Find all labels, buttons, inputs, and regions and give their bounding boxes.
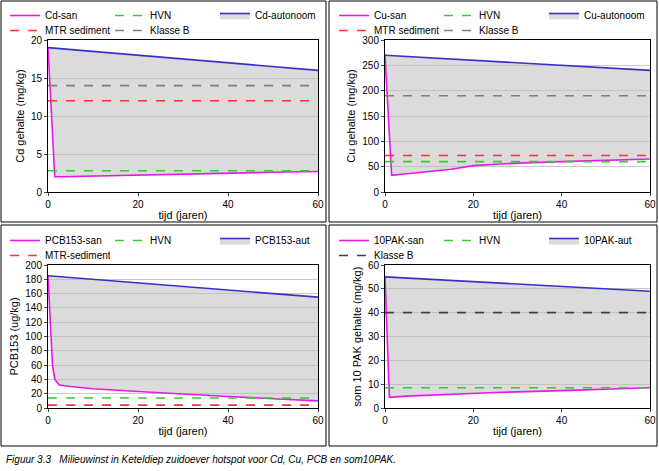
svg-text:20: 20 xyxy=(132,199,144,210)
svg-text:80: 80 xyxy=(31,345,43,356)
svg-text:60: 60 xyxy=(644,415,656,426)
svg-text:200: 200 xyxy=(362,85,379,96)
svg-text:40: 40 xyxy=(222,415,234,426)
svg-text:150: 150 xyxy=(362,111,379,122)
svg-text:40: 40 xyxy=(556,415,568,426)
svg-text:0: 0 xyxy=(382,199,388,210)
svg-text:0: 0 xyxy=(382,415,388,426)
svg-text:60: 60 xyxy=(31,360,43,371)
svg-text:Klasse B: Klasse B xyxy=(150,25,190,36)
svg-text:Klasse B: Klasse B xyxy=(479,25,519,36)
svg-text:HVN: HVN xyxy=(479,10,500,21)
svg-text:40: 40 xyxy=(556,199,568,210)
svg-text:20: 20 xyxy=(468,415,480,426)
svg-text:20: 20 xyxy=(368,355,380,366)
svg-text:120: 120 xyxy=(25,317,42,328)
svg-text:Cu-san: Cu-san xyxy=(374,10,406,21)
svg-text:20: 20 xyxy=(31,35,43,46)
svg-text:10PAK-san: 10PAK-san xyxy=(374,235,424,246)
svg-text:MTR sediment: MTR sediment xyxy=(374,25,439,36)
svg-text:250: 250 xyxy=(362,60,379,71)
svg-text:Cu gehalte (mg/kg): Cu gehalte (mg/kg) xyxy=(345,69,357,163)
svg-text:Cd-autonoom: Cd-autonoom xyxy=(255,10,316,21)
svg-text:60: 60 xyxy=(312,199,324,210)
svg-text:60: 60 xyxy=(644,199,656,210)
svg-text:10PAK-aut: 10PAK-aut xyxy=(584,235,632,246)
svg-text:50: 50 xyxy=(368,161,380,172)
svg-text:10: 10 xyxy=(368,379,380,390)
svg-text:PCB153-san: PCB153-san xyxy=(45,235,102,246)
svg-text:Figuur 3.3 Milieuwinst in Ke: Figuur 3.3 Milieuwinst in Keteldiep zuid… xyxy=(6,454,396,465)
svg-text:Cu-autonoom: Cu-autonoom xyxy=(584,10,645,21)
svg-text:20: 20 xyxy=(132,415,144,426)
svg-text:0: 0 xyxy=(45,415,51,426)
svg-text:60: 60 xyxy=(367,259,379,271)
svg-text:PCB153-aut: PCB153-aut xyxy=(255,235,310,246)
svg-text:60: 60 xyxy=(312,415,324,426)
svg-text:HVN: HVN xyxy=(479,235,500,246)
svg-text:10: 10 xyxy=(31,111,43,122)
svg-text:30: 30 xyxy=(368,331,380,342)
svg-text:100: 100 xyxy=(25,331,42,342)
svg-text:40: 40 xyxy=(31,374,43,385)
svg-text:tijd (jaren): tijd (jaren) xyxy=(493,425,542,437)
svg-text:0: 0 xyxy=(373,403,379,414)
svg-text:200: 200 xyxy=(25,260,42,271)
svg-text:tijd (jaren): tijd (jaren) xyxy=(159,425,208,437)
svg-text:tijd (jaren): tijd (jaren) xyxy=(159,209,208,221)
svg-text:40: 40 xyxy=(222,199,234,210)
svg-text:Cd-san: Cd-san xyxy=(45,10,77,21)
svg-text:0: 0 xyxy=(373,187,379,198)
svg-text:MTR-sediment: MTR-sediment xyxy=(45,250,110,261)
svg-text:Klasse B: Klasse B xyxy=(374,250,414,261)
svg-text:160: 160 xyxy=(25,288,42,299)
svg-text:5: 5 xyxy=(36,149,42,160)
svg-text:Cd gehalte (mg/kg): Cd gehalte (mg/kg) xyxy=(14,69,26,163)
svg-text:140: 140 xyxy=(25,302,42,313)
svg-text:300: 300 xyxy=(362,34,379,46)
svg-text:PCB153 (ug/kg): PCB153 (ug/kg) xyxy=(8,297,20,375)
svg-text:0: 0 xyxy=(36,403,42,414)
svg-text:HVN: HVN xyxy=(150,10,171,21)
svg-text:15: 15 xyxy=(31,73,43,84)
svg-text:MTR sediment: MTR sediment xyxy=(45,25,110,36)
svg-text:20: 20 xyxy=(468,199,480,210)
svg-text:0: 0 xyxy=(36,187,42,198)
svg-text:50: 50 xyxy=(368,283,380,294)
svg-text:HVN: HVN xyxy=(150,235,171,246)
svg-text:20: 20 xyxy=(31,388,43,399)
svg-text:180: 180 xyxy=(25,274,42,285)
svg-text:40: 40 xyxy=(368,307,380,318)
svg-text:tijd (jaren): tijd (jaren) xyxy=(493,209,542,221)
svg-text:0: 0 xyxy=(45,199,51,210)
svg-text:som 10 PAK gehalte (mg/kg): som 10 PAK gehalte (mg/kg) xyxy=(351,267,363,407)
svg-text:100: 100 xyxy=(362,136,379,147)
